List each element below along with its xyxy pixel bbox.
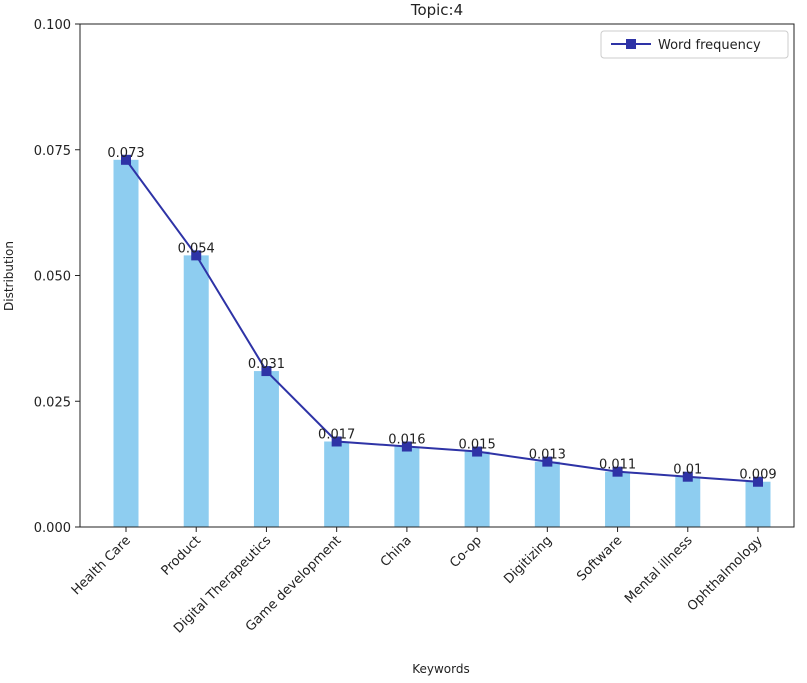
data-label-8: 0.011 [599,458,636,473]
y-tick-label-4: 0.075 [34,144,71,159]
x-tick-label-8: Software [574,533,625,584]
bar-2 [183,255,209,527]
line-point-6 [472,446,483,457]
legend-box [600,30,789,59]
bar-4 [324,441,350,527]
bar-6 [464,451,490,527]
line-point-4 [331,436,342,447]
y-tick-label-5: 0.100 [34,18,71,33]
data-label-4: 0.017 [318,427,355,442]
line-point-2 [191,250,202,261]
x-tick-label-6: Co-op [447,533,485,571]
data-label-3: 0.031 [248,357,285,372]
line-point-10 [753,476,763,487]
data-label-2: 0.054 [178,241,215,256]
x-tick-label-5: China [378,533,415,570]
bar-9 [675,476,701,527]
line-point-7 [542,456,553,467]
x-tick-label-2: Product [159,533,205,579]
bars-layer [113,159,771,527]
data-label-9: 0.01 [673,463,702,478]
line-point-1 [121,154,131,165]
bar-10 [745,481,771,527]
y-tick-label-3: 0.050 [34,270,71,285]
y-tick-label-2: 0.025 [34,395,71,410]
x-tick-label-10: Ophthalmology [685,533,766,614]
bar-8 [605,471,631,527]
bar-5 [394,446,420,527]
x-tick-label-1: Health Care [69,533,134,598]
line-point-9 [682,471,693,482]
legend-marker-swatch [626,39,636,49]
bar-1 [113,159,139,527]
legend: Word frequency [600,30,789,59]
data-label-7: 0.013 [529,448,566,463]
y-axis-label: Distribution [2,241,16,311]
y-axis: 0.000 0.025 0.050 0.075 0.100 [34,18,80,536]
data-label-1: 0.073 [107,146,144,161]
y-tick-label-1: 0.000 [34,521,71,536]
line-point-3 [261,366,272,377]
data-label-5: 0.016 [388,433,425,448]
line-layer [121,154,763,487]
line-point-8 [612,466,623,477]
data-labels-layer: 0.073 0.054 0.031 0.017 0.016 0.015 0.013 0.011… [107,146,776,483]
bar-7 [534,461,560,527]
chart-title: Topic:4 [410,1,463,19]
x-tick-label-7: Digitizing [501,533,555,587]
data-label-6: 0.015 [459,438,496,453]
x-tick-label-9: Mental illness [622,533,696,607]
line-point-5 [401,441,412,452]
x-axis-label: Keywords [412,662,470,676]
data-label-10: 0.009 [739,468,776,483]
bar-3 [253,371,279,527]
legend-label: Word frequency [658,38,761,53]
series-line-word-frequency [125,159,759,483]
